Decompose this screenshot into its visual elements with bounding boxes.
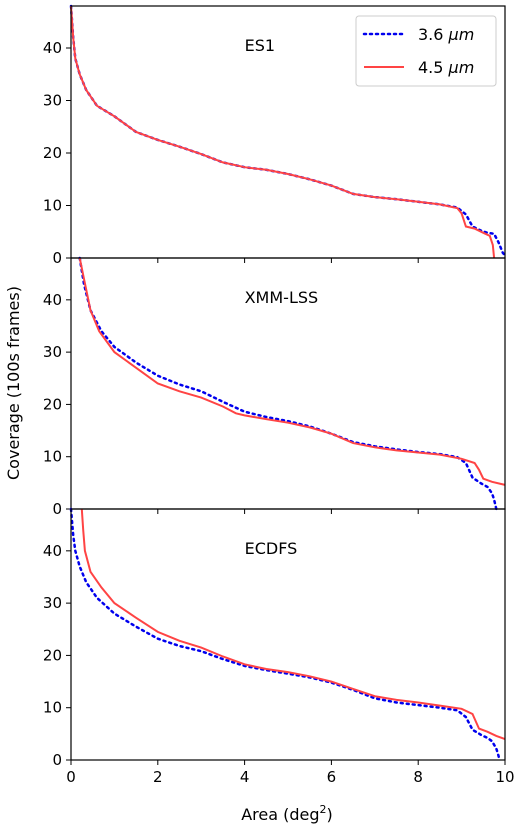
y-tick-label-ecdfs-0: 0 (52, 751, 62, 769)
y-tick-label-es1-10: 10 (43, 197, 62, 215)
panel-label-ecdfs: ECDFS (245, 539, 298, 558)
y-tick-label-xmm-lss-40: 40 (43, 291, 62, 309)
y-tick-label-es1-0: 0 (52, 249, 62, 267)
panel-frame-ecdfs (70, 508, 506, 761)
x-tick-label-6: 6 (327, 768, 337, 786)
panel-xmm-lss: XMM-LSS 0 10 20 30 40 (43, 256, 506, 518)
y-axis-label: Coverage (100s frames) (4, 286, 23, 480)
y-tick-label-xmm-lss-30: 30 (43, 343, 62, 361)
y-tick-label-xmm-lss-20: 20 (43, 395, 62, 413)
x-tick-label-10: 10 (495, 768, 514, 786)
legend-label-3-6: 3.6 μm (418, 25, 474, 44)
y-tick-label-ecdfs-30: 30 (43, 594, 62, 612)
series-line-ecdfs-4-5um (80, 508, 506, 741)
y-tick-label-ecdfs-10: 10 (43, 699, 62, 717)
x-tick-label-4: 4 (240, 768, 250, 786)
panel-label-es1: ES1 (245, 36, 275, 55)
x-tick-label-8: 8 (413, 768, 423, 786)
y-tick-label-xmm-lss-10: 10 (43, 448, 62, 466)
x-tick-label-0: 0 (66, 768, 76, 786)
panel-label-xmm-lss: XMM-LSS (245, 288, 319, 307)
x-tick-label-2: 2 (153, 768, 163, 786)
y-tick-label-es1-30: 30 (43, 92, 62, 110)
series-line-es1-4-5um (70, 5, 496, 259)
y-tick-label-ecdfs-20: 20 (43, 646, 62, 664)
y-tick-label-es1-40: 40 (43, 39, 62, 57)
y-tick-label-es1-20: 20 (43, 144, 62, 162)
y-tick-label-xmm-lss-0: 0 (52, 500, 62, 518)
panels: ES1010203040XMM-LSS010203040ECDFS0102030… (43, 4, 515, 786)
y-tick-label-ecdfs-40: 40 (43, 542, 62, 560)
x-axis-label: Area (deg2) (241, 803, 333, 824)
series-line-xmm-lss-4-5um (78, 257, 506, 486)
series-line-xmm-lss-3-6um (78, 256, 498, 511)
legend: 3.6 μm 4.5 μm (355, 15, 497, 87)
panel-ecdfs: ECDFS 0 10 20 30 40 0 2 4 6 8 10 (43, 507, 515, 786)
legend-label-4-5: 4.5 μm (418, 58, 474, 77)
series-line-ecdfs-3-6um (69, 507, 501, 762)
